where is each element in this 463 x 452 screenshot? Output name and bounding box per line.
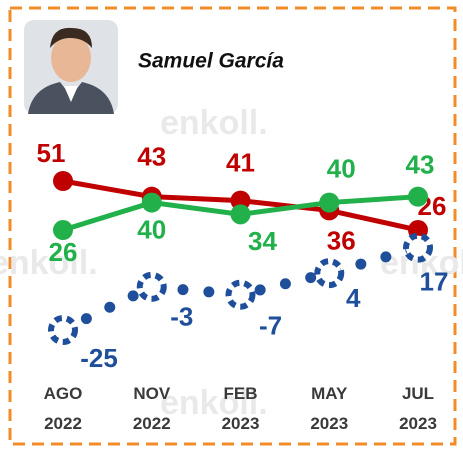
data-label: 34 [248, 226, 277, 256]
series-line [57, 242, 424, 336]
point [53, 220, 73, 241]
watermark: enkoll. [160, 104, 268, 142]
data-label: 51 [37, 138, 66, 168]
data-label: -7 [259, 311, 282, 341]
photo [24, 20, 118, 114]
point [319, 192, 340, 213]
data-label: 4 [346, 283, 361, 313]
point [225, 279, 256, 310]
point [136, 271, 167, 302]
point [53, 171, 73, 191]
point [141, 192, 162, 213]
point [314, 258, 345, 289]
chart-title: Samuel García [138, 50, 284, 73]
data-label: -25 [80, 343, 118, 373]
data-label: 43 [137, 142, 166, 172]
point [408, 186, 428, 207]
x-tick-label: NOV 2022 [133, 384, 171, 433]
data-label: 41 [226, 147, 255, 177]
point [48, 315, 78, 345]
x-tick-label: JUL 2023 [399, 384, 437, 433]
data-label: 26 [49, 237, 78, 267]
watermark: enkoll. [0, 244, 98, 282]
watermark: enkoll. [160, 384, 268, 422]
data-label: 36 [327, 225, 356, 255]
x-tick-label: MAY 2023 [310, 384, 348, 433]
x-tick-label: AGO 2022 [44, 384, 83, 433]
data-label: 17 [420, 267, 449, 297]
x-tick-label: FEB 2023 [222, 384, 260, 433]
data-label: -3 [170, 302, 193, 332]
point [230, 190, 251, 211]
data-label: 40 [137, 214, 166, 244]
point [403, 232, 433, 263]
point [230, 204, 251, 225]
data-label: 43 [406, 150, 435, 180]
data-label: 40 [327, 153, 356, 183]
